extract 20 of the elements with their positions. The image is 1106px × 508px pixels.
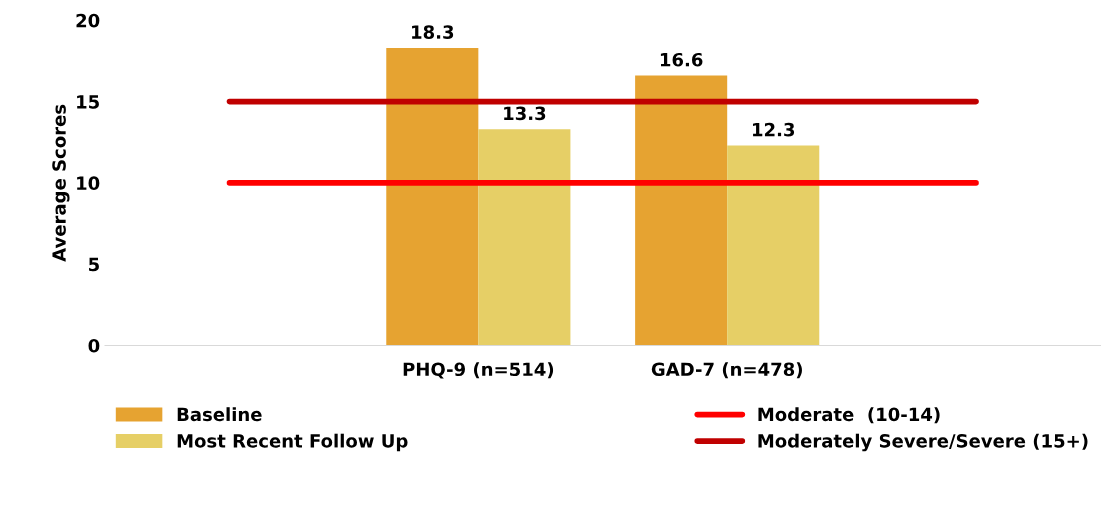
data-label: 18.3 (412, 25, 454, 39)
y-tick-label: 15 (77, 95, 99, 109)
data-label: 16.6 (660, 52, 703, 67)
y-tick-label: 20 (76, 13, 100, 28)
x-tick-label: PHQ-9 (n=514) (403, 362, 554, 379)
bar (478, 129, 571, 346)
legend-label: Moderately Severe/Severe (15+) (758, 433, 1088, 452)
y-tick-label: 0 (88, 338, 100, 353)
bar (386, 47, 479, 346)
legend-label: Moderate (10-14) (758, 407, 940, 424)
y-axis-title: Average Scores (52, 104, 70, 262)
x-tick-label: GAD-7 (n=478) (651, 362, 802, 379)
bar (727, 145, 820, 346)
y-tick-label: 5 (89, 257, 99, 272)
legend-label: Most Recent Follow Up (177, 433, 408, 452)
data-label: 12.3 (753, 122, 795, 137)
legend-label: Baseline (177, 407, 262, 422)
data-label: 13.3 (504, 106, 546, 121)
y-tick-label: 10 (77, 176, 100, 190)
bar (635, 75, 728, 346)
